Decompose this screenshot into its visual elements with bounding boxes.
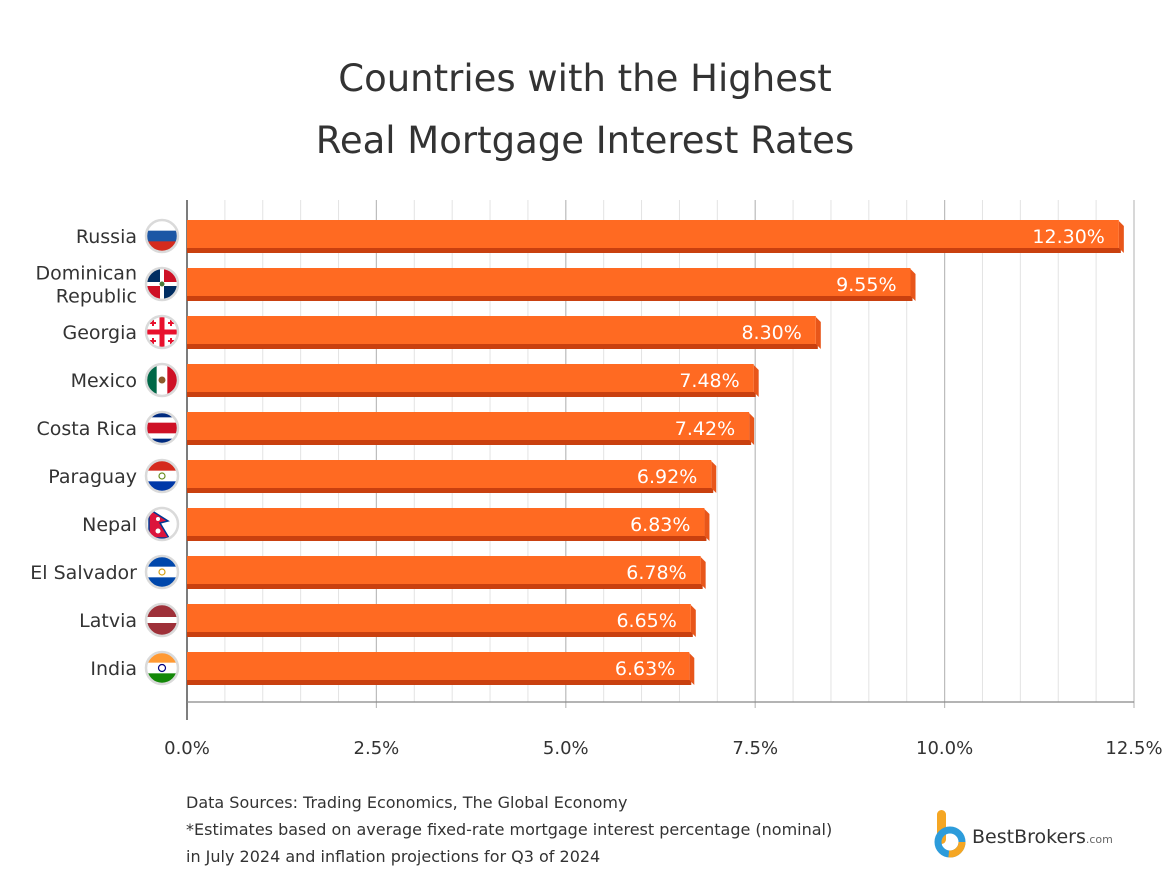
bar-shadow	[187, 536, 707, 541]
logo-name: BestBrokers	[972, 826, 1086, 848]
bar-value-label: 7.48%	[679, 370, 739, 392]
title-line-1: Countries with the Highest	[338, 57, 832, 100]
bar-edge	[749, 413, 755, 445]
bar	[187, 604, 691, 632]
data-sources-note: Data Sources: Trading Economics, The Glo…	[186, 793, 628, 812]
bar-value-label: 6.92%	[637, 466, 697, 488]
bar	[187, 220, 1119, 248]
bar-edge	[815, 317, 821, 349]
bar	[187, 652, 690, 680]
bar-shadow	[187, 488, 714, 493]
x-tick-label: 2.5%	[354, 738, 400, 759]
bar-value-label: 12.30%	[1032, 226, 1104, 248]
bar-value-label: 6.63%	[615, 658, 675, 680]
bar-value-label: 6.78%	[626, 562, 686, 584]
bar-value-label: 6.83%	[630, 514, 690, 536]
bar-shadow	[187, 584, 703, 589]
bar-value-label: 8.30%	[741, 322, 801, 344]
x-tick-label: 5.0%	[543, 738, 589, 759]
bar-edge	[689, 653, 695, 685]
bar	[187, 364, 754, 392]
paraguay-flag-icon	[144, 458, 180, 494]
bar-edge	[704, 509, 710, 541]
chart-title: Countries with the Highest Real Mortgage…	[0, 48, 1170, 172]
bar-shadow	[187, 392, 756, 397]
category-label: Georgia	[63, 322, 138, 344]
category-label: India	[90, 658, 137, 680]
bar	[187, 412, 750, 440]
estimate-note-line-1: *Estimates based on average fixed-rate m…	[186, 820, 833, 839]
category-label: Paraguay	[48, 466, 137, 488]
category-label: Mexico	[71, 370, 137, 392]
russia-flag-icon	[144, 218, 180, 254]
dominican-republic-flag-icon	[144, 266, 180, 302]
bestbrokers-logo-icon	[934, 810, 966, 858]
category-label: Latvia	[79, 610, 137, 632]
bar	[187, 460, 712, 488]
logo-wordmark: BestBrokers.com	[972, 826, 1113, 848]
bar-edge	[753, 365, 759, 397]
bar-edge	[690, 605, 696, 637]
chart-notes: Data Sources: Trading Economics, The Glo…	[186, 789, 832, 870]
category-label: El Salvador	[30, 562, 137, 584]
bar-value-label: 7.42%	[675, 418, 735, 440]
bar-shadow	[187, 680, 692, 685]
bar-edge	[700, 557, 706, 589]
costa-rica-flag-icon	[144, 410, 180, 446]
category-label: Costa Rica	[37, 418, 138, 440]
bar-shadow	[187, 296, 913, 301]
india-flag-icon	[144, 650, 180, 686]
bar	[187, 556, 701, 584]
bar	[187, 316, 816, 344]
title-line-2: Real Mortgage Interest Rates	[315, 119, 855, 162]
category-label: Nepal	[82, 514, 137, 536]
bar-shadow	[187, 248, 1121, 253]
nepal-flag-icon	[144, 506, 180, 542]
x-tick-label: 10.0%	[916, 738, 973, 759]
bar	[187, 268, 911, 296]
georgia-flag-icon	[144, 314, 180, 350]
el-salvador-flag-icon	[144, 554, 180, 590]
category-label: Russia	[76, 226, 137, 248]
x-tick-label: 12.5%	[1105, 738, 1162, 759]
bar-edge	[1118, 221, 1124, 253]
bar-shadow	[187, 632, 693, 637]
bar-shadow	[187, 440, 752, 445]
mexico-flag-icon	[144, 362, 180, 398]
logo-suffix: .com	[1085, 833, 1113, 846]
bar-shadow	[187, 344, 818, 349]
x-tick-label: 7.5%	[732, 738, 778, 759]
bar-edge	[711, 461, 717, 493]
bar	[187, 508, 705, 536]
bestbrokers-logo: BestBrokers.com	[932, 808, 1142, 858]
category-label: Dominican Republic	[36, 263, 138, 308]
latvia-flag-icon	[144, 602, 180, 638]
estimate-note-line-2: in July 2024 and inflation projections f…	[186, 847, 601, 866]
bar-value-label: 9.55%	[836, 274, 896, 296]
bar-value-label: 6.65%	[616, 610, 676, 632]
bar-edge	[910, 269, 916, 301]
x-tick-label: 0.0%	[164, 738, 210, 759]
